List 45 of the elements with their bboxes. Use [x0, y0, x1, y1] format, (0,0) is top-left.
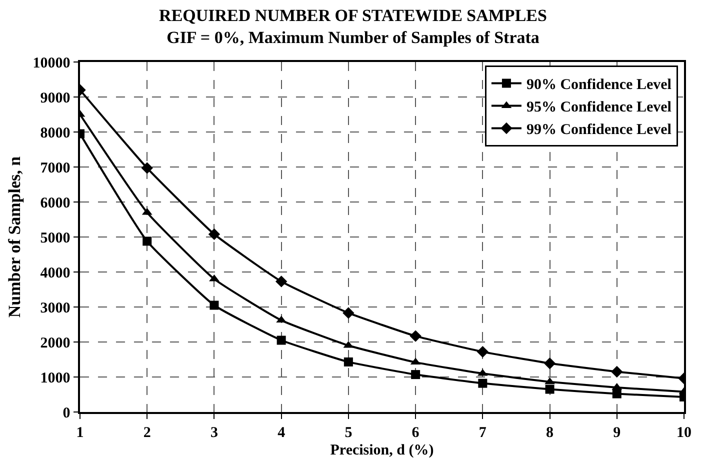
- x-tick-label: 7: [478, 424, 487, 441]
- point: [276, 336, 286, 345]
- y-tick-label: 8000: [40, 125, 70, 142]
- x-axis-title: Precision, d (%): [330, 442, 434, 458]
- chart-title: REQUIRED NUMBER OF STATEWIDE SAMPLES: [159, 6, 547, 26]
- point: [545, 384, 554, 394]
- point: [612, 389, 622, 398]
- point: [611, 366, 623, 378]
- x-tick-label: 3: [210, 424, 218, 441]
- point: [411, 370, 420, 380]
- x-tick-label: 5: [344, 424, 352, 441]
- y-tick-label: 6000: [40, 195, 70, 212]
- y-tick-label: 10000: [32, 55, 70, 72]
- point: [344, 357, 353, 366]
- point: [208, 228, 220, 240]
- x-tick-label: 10: [676, 424, 692, 441]
- x-tick-label: 1: [76, 424, 84, 441]
- y-tick-label: 9000: [40, 90, 70, 106]
- x-tick-label: 6: [412, 424, 420, 441]
- y-tick-label: 3000: [40, 300, 70, 316]
- x-tick-label: 9: [613, 424, 621, 441]
- y-axis-title: Number of Samples, n: [4, 156, 24, 318]
- y-tick-label: 4000: [40, 265, 70, 282]
- point: [342, 307, 354, 319]
- point: [275, 276, 288, 288]
- point: [544, 377, 555, 384]
- x-tick-label: 2: [143, 424, 151, 441]
- y-tick-label: 2000: [40, 335, 70, 352]
- legend-label: 90% Confidence Level: [526, 77, 672, 94]
- y-tick-label: 7000: [40, 160, 70, 176]
- point: [478, 378, 488, 388]
- point: [544, 358, 556, 370]
- point: [142, 236, 152, 246]
- legend-label: 99% Confidence Level: [526, 122, 672, 138]
- chart-subtitle: GIF = 0%, Maximum Number of Samples of Strata: [166, 28, 540, 48]
- point: [410, 330, 422, 342]
- x-tick-label: 4: [278, 424, 286, 441]
- y-tick-label: 5000: [40, 230, 70, 246]
- x-tick-label: 8: [546, 424, 554, 441]
- y-tick-label: 1000: [40, 370, 70, 386]
- legend-label: 95% Confidence Level: [526, 100, 672, 116]
- y-tick-label: 0: [62, 405, 70, 422]
- point: [476, 346, 489, 358]
- point: [210, 300, 219, 310]
- point: [141, 162, 153, 174]
